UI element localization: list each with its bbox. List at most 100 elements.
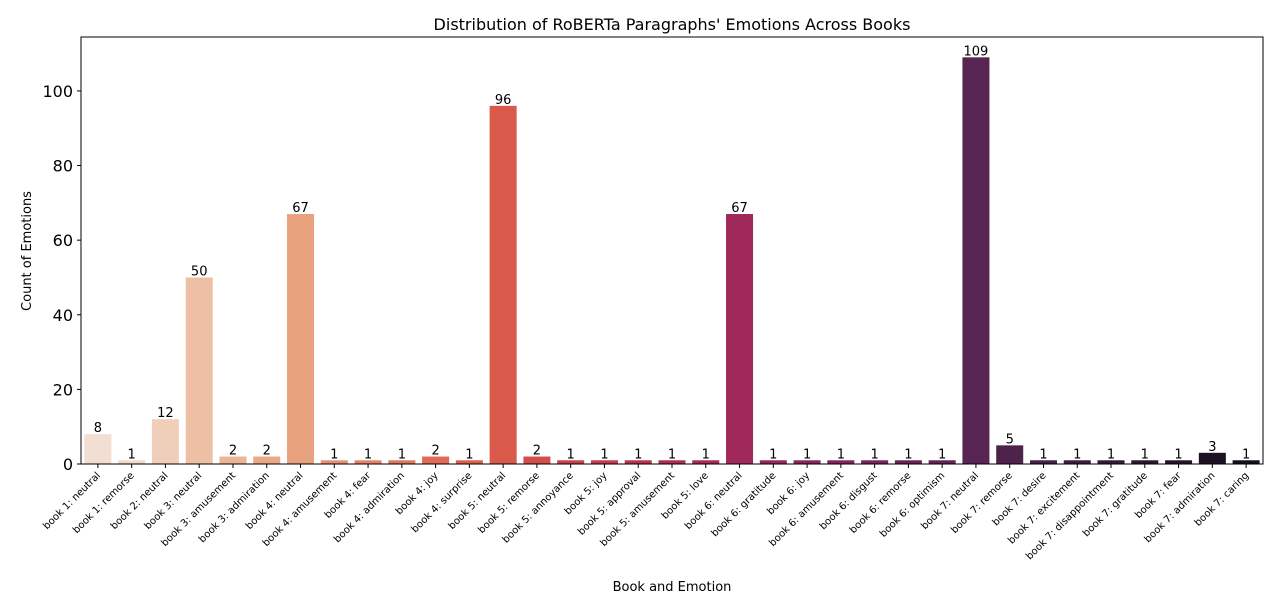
bar [422,456,450,464]
y-tick-label: 60 [53,231,73,250]
bar [455,460,483,464]
bar [726,214,754,464]
bar-value-label: 1 [634,447,642,462]
bar [1063,460,1091,464]
bar [287,214,315,464]
bar-value-label: 1 [938,447,946,462]
bar-value-label: 2 [431,444,439,459]
bar-value-label: 12 [157,406,174,421]
bar-value-label: 2 [229,444,237,459]
bar [1232,460,1260,464]
bar [1097,460,1125,464]
x-tick-label: book 6: disgust [818,470,880,532]
bar-value-label: 1 [904,447,912,462]
bar [692,460,720,464]
bar [84,434,112,464]
x-axis-label: Book and Emotion [613,580,732,595]
bar-value-label: 1 [1073,447,1081,462]
x-tick-label: book 7: gratitude [1081,470,1150,539]
x-tick-label: book 5: remorse [476,470,542,536]
bar-value-label: 1 [702,447,710,462]
y-tick-label: 0 [63,455,73,474]
bar [793,460,821,464]
x-tick-label: book 4: neutral [244,470,306,532]
y-tick-label: 20 [53,380,73,399]
bar [388,460,416,464]
bar-value-label: 1 [398,447,406,462]
bar [861,460,889,464]
y-axis-label: Count of Emotions [20,191,35,311]
bars-layer [84,57,1260,464]
x-tick-label: book 6: gratitude [709,470,778,539]
bar-value-label: 2 [263,444,271,459]
bar [827,460,855,464]
bar-value-label: 1 [1039,447,1047,462]
bar-value-label: 1 [600,447,608,462]
y-tick-label: 40 [53,306,73,325]
bar-value-label: 1 [567,447,575,462]
x-tick-label: book 6: optimism [878,470,947,539]
x-tick-label: book 1: neutral [41,470,103,532]
bar-value-label: 1 [803,447,811,462]
bar [894,460,922,464]
bar-value-label: 50 [191,264,208,279]
bar-value-label: 3 [1208,440,1216,455]
bar-value-label: 1 [769,447,777,462]
bar-value-label: 1 [1141,447,1149,462]
bar [624,460,652,464]
x-tick-label: book 3: neutral [143,470,205,532]
x-tick-label: book 1: remorse [71,470,137,536]
bar [489,105,517,464]
x-tick-label: book 6: remorse [848,470,914,536]
y-tick-label: 80 [53,157,73,176]
chart-title: Distribution of RoBERTa Paragraphs' Emot… [434,15,911,34]
bar [253,456,281,464]
bar [759,460,787,464]
bar [118,460,146,464]
bar [557,460,585,464]
bar-value-label: 67 [731,201,748,216]
x-tick-label: book 5: neutral [447,470,509,532]
bar-value-label: 1 [1107,447,1115,462]
bar-value-label: 96 [495,93,512,108]
bar [658,460,686,464]
bar [1198,452,1226,464]
bar [996,445,1024,464]
bar [1165,460,1193,464]
x-tick-label: book 7: remorse [949,470,1015,536]
x-tick-label: book 6: neutral [683,470,745,532]
x-tick-label: book 7: neutral [919,470,981,532]
bar-value-label: 8 [94,421,102,436]
bar-value-label: 1 [1174,447,1182,462]
bar [962,57,990,464]
bar-value-label: 1 [837,447,845,462]
bar [185,277,213,464]
x-tick-label: book 5: approval [576,470,643,537]
bar-value-label: 1 [870,447,878,462]
bar [1131,460,1159,464]
bar-value-label: 109 [964,44,989,59]
plot-frame [80,36,1264,465]
y-axis: 0 20 40 60 80 100 [42,82,81,474]
bar-value-label: 1 [330,447,338,462]
bar-value-label: 1 [465,447,473,462]
bar [1029,460,1057,464]
bar [151,419,179,464]
x-tick-label: book 2: neutral [109,470,171,532]
bar-value-label: 2 [533,444,541,459]
bar [523,456,551,464]
x-tick-label: book 4: surprise [410,470,475,535]
bar [320,460,348,464]
bar [590,460,618,464]
bar-value-label: 5 [1006,432,1014,447]
bar-value-label: 1 [128,447,136,462]
bar-value-label: 1 [668,447,676,462]
y-tick-label: 100 [42,82,73,101]
bar [928,460,956,464]
bar [354,460,382,464]
bar-value-label: 1 [364,447,372,462]
